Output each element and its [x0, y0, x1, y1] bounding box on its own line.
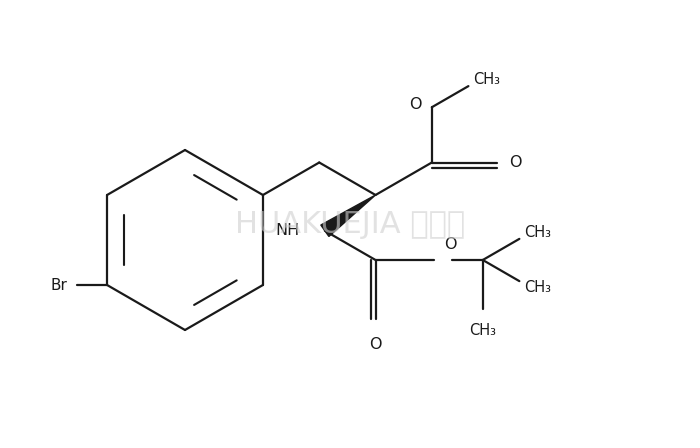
Text: CH₃: CH₃: [524, 280, 552, 295]
Text: O: O: [444, 237, 456, 252]
Text: NH: NH: [276, 223, 300, 238]
Text: O: O: [410, 97, 422, 112]
Text: O: O: [509, 155, 522, 170]
Polygon shape: [321, 195, 375, 237]
Text: CH₃: CH₃: [524, 225, 552, 241]
Text: CH₃: CH₃: [473, 72, 500, 86]
Text: HUAKUEJIA 化学加: HUAKUEJIA 化学加: [235, 210, 465, 238]
Text: O: O: [370, 336, 382, 352]
Text: CH₃: CH₃: [469, 323, 496, 338]
Text: Br: Br: [50, 277, 67, 293]
